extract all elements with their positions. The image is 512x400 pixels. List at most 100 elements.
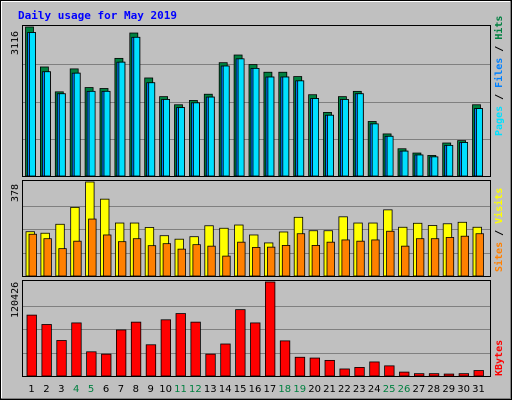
sites-bar xyxy=(266,246,276,277)
pages-bar xyxy=(133,36,141,177)
sites-bar xyxy=(132,238,142,277)
x-tick-label: 30 xyxy=(457,384,470,395)
pages-bar xyxy=(312,98,320,177)
pages-bar xyxy=(88,90,96,177)
kbytes-bar xyxy=(116,329,127,377)
kbytes-bar xyxy=(339,368,350,377)
x-tick-label: 14 xyxy=(219,384,232,395)
legend-bottom: KBytes xyxy=(494,340,505,376)
x-tick-label: 19 xyxy=(293,384,306,395)
kbytes-bar xyxy=(264,281,276,377)
pages-bar xyxy=(73,72,81,177)
legend-kbytes: KBytes xyxy=(494,340,505,376)
pages-bar xyxy=(401,150,409,177)
sites-bar xyxy=(430,238,440,277)
kbytes-bar xyxy=(235,309,246,377)
pages-bar xyxy=(371,123,379,177)
x-tick-label: 5 xyxy=(88,384,94,395)
kbytes-bar xyxy=(26,314,37,377)
sites-bar xyxy=(311,245,321,277)
kbytes-bar xyxy=(354,367,365,377)
kbytes-bar xyxy=(190,321,201,377)
pages-bar xyxy=(103,90,111,177)
x-tick-label: 29 xyxy=(442,384,455,395)
x-tick-label: 1 xyxy=(28,384,34,395)
sites-bar xyxy=(207,245,216,277)
middle-max-label: 378 xyxy=(10,184,21,202)
kbytes-bar xyxy=(56,340,67,377)
legend-separator: / xyxy=(494,224,505,242)
sites-bar xyxy=(147,245,157,277)
kbytes-bar xyxy=(145,344,157,377)
legend-top: Pages / Files / Hits xyxy=(493,16,505,136)
legend-visits: Visits xyxy=(493,188,505,224)
x-tick-label: 15 xyxy=(234,384,247,395)
pages-bar xyxy=(252,68,260,177)
sites-bar xyxy=(475,233,484,277)
pages-bar xyxy=(341,99,349,177)
x-tick-label: 26 xyxy=(398,384,411,395)
kbytes-bar xyxy=(220,343,231,377)
pages-bar xyxy=(178,107,185,177)
x-tick-label: 11 xyxy=(174,384,187,395)
x-tick-label: 28 xyxy=(427,384,440,395)
pages-bar xyxy=(192,102,200,177)
kbytes-bar xyxy=(205,353,216,377)
sites-bar xyxy=(177,248,186,277)
x-tick-label: 31 xyxy=(472,384,485,395)
sites-bar xyxy=(222,255,231,277)
x-tick-label: 22 xyxy=(338,384,351,395)
pages-bar xyxy=(222,65,230,177)
x-tick-label: 4 xyxy=(73,384,79,395)
legend-separator: / xyxy=(494,88,505,106)
pages-bar xyxy=(476,108,483,177)
pages-bar xyxy=(446,144,454,177)
sites-bar xyxy=(460,235,470,277)
pages-bar xyxy=(327,114,334,177)
x-tick-label: 23 xyxy=(353,384,366,395)
legend-hits: Hits xyxy=(493,16,505,40)
x-tick-label: 7 xyxy=(118,384,124,395)
pages-bar xyxy=(461,142,469,177)
pages-bar xyxy=(297,80,305,177)
x-tick-label: 8 xyxy=(133,384,139,395)
pages-bar xyxy=(163,99,171,177)
kbytes-bar xyxy=(324,359,335,377)
panel-middle-frame xyxy=(22,180,491,277)
x-tick-label: 6 xyxy=(103,384,109,395)
panel-bottom-frame xyxy=(22,280,491,377)
pages-bar xyxy=(58,93,66,177)
sites-bar xyxy=(281,245,291,277)
kbytes-bar xyxy=(428,373,440,377)
kbytes-bar xyxy=(309,357,321,377)
sites-bar xyxy=(386,230,395,277)
x-tick-label: 20 xyxy=(308,384,321,395)
chart-title: Daily usage for May 2019 xyxy=(18,9,177,22)
kbytes-bar xyxy=(175,313,186,377)
x-tick-label: 16 xyxy=(249,384,262,395)
sites-bar xyxy=(103,234,112,277)
x-tick-labels: 1 2 3 4 5 6 7 8 9 10 11 12 13 14 15 16 17 18 19 20 21 22 23 24 2… xyxy=(28,384,485,395)
bottom-max-label: 120426 xyxy=(10,282,21,318)
sites-bar xyxy=(73,240,82,277)
kbytes-bar xyxy=(71,322,82,377)
pages-bar xyxy=(148,82,156,177)
sites-bar xyxy=(162,243,172,277)
kbytes-bar xyxy=(399,371,410,377)
sites-bar xyxy=(356,240,365,277)
sites-bar xyxy=(252,247,261,277)
x-tick-label: 17 xyxy=(264,384,277,395)
pages-bar xyxy=(356,93,364,177)
x-tick-label: 18 xyxy=(278,384,291,395)
kbytes-bar xyxy=(41,324,52,377)
x-tick-label: 13 xyxy=(204,384,217,395)
pages-bar xyxy=(118,61,126,177)
sites-bar xyxy=(445,237,455,277)
x-tick-label: 3 xyxy=(58,384,64,395)
kbytes-bar xyxy=(101,353,112,377)
kbytes-bar xyxy=(413,373,425,377)
kbytes-bar xyxy=(443,373,455,377)
x-tick-label: 21 xyxy=(323,384,336,395)
kbytes-bar xyxy=(384,365,395,377)
